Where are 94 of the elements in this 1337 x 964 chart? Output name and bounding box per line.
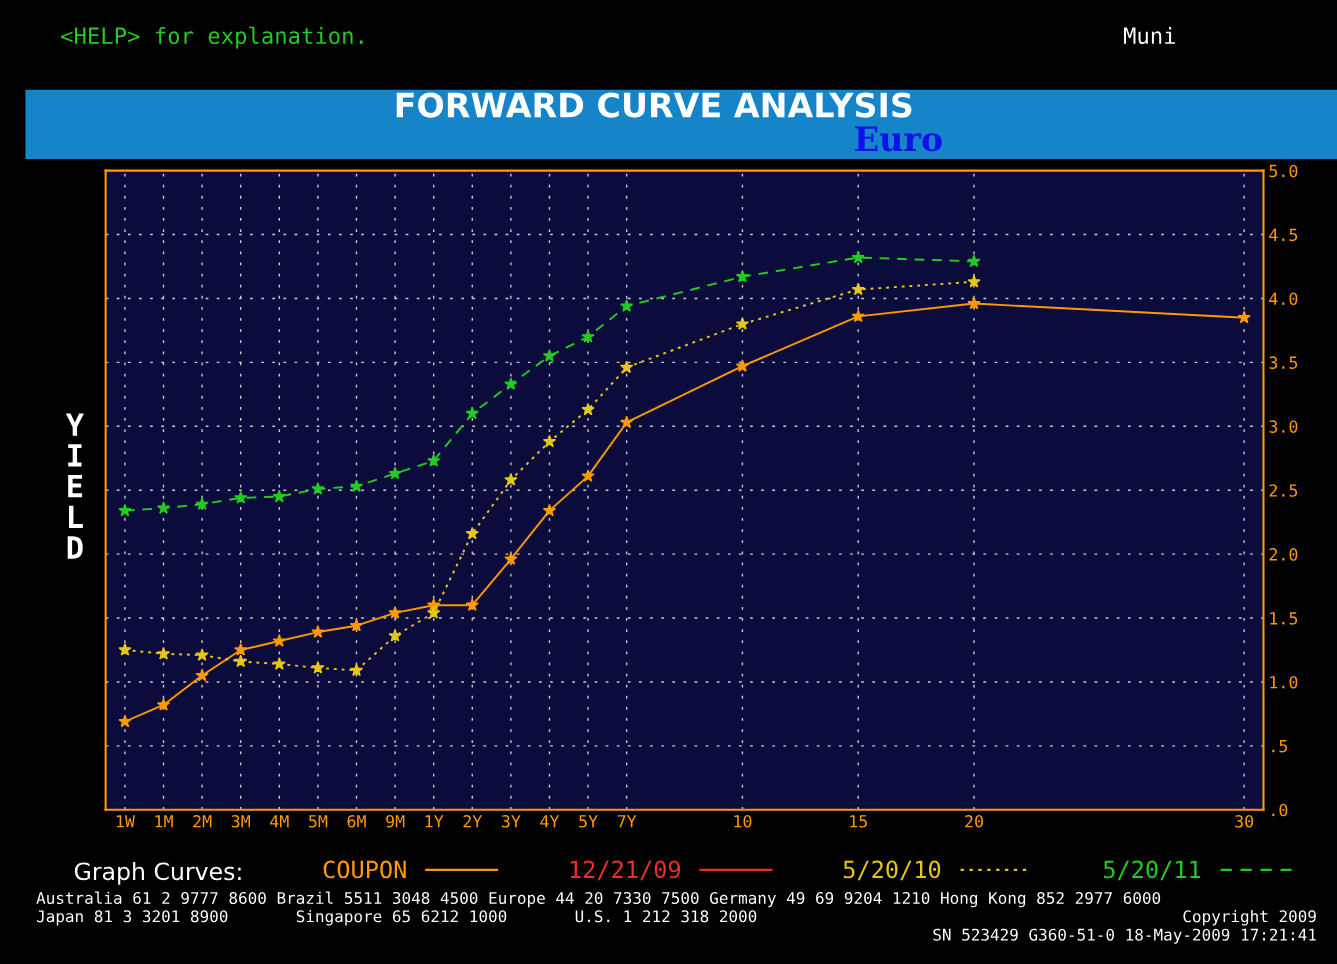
text: SN 523429 G360-51-0 18-May-2009 17:21:41 <box>933 928 1316 944</box>
point <box>195 497 209 511</box>
point <box>388 628 402 642</box>
y-tick-label: 3.0 <box>1269 420 1298 433</box>
x-tick-label: 1W <box>116 815 135 828</box>
point <box>156 501 171 514</box>
point <box>388 605 402 619</box>
point <box>851 309 865 323</box>
x-tick-label: 10 <box>734 815 752 828</box>
point <box>272 657 286 670</box>
point <box>388 466 402 480</box>
point <box>349 618 364 632</box>
x-tick-label: 15 <box>850 815 867 828</box>
point <box>311 481 325 495</box>
point <box>542 434 557 448</box>
y-tick-label: 4.0 <box>1269 292 1298 306</box>
y-tick-label: 2.0 <box>1269 548 1298 561</box>
legend-label: 12/21/09 <box>570 860 681 881</box>
point <box>234 490 248 504</box>
point <box>349 479 364 493</box>
point <box>311 625 325 638</box>
point <box>118 714 132 728</box>
y-tick-label: 1.5 <box>1270 612 1298 625</box>
y-tick-label: 3.5 <box>1269 356 1298 369</box>
point <box>427 605 441 619</box>
point <box>851 282 865 296</box>
chart-title: FORWARD CURVE ANALYSIS <box>396 92 912 118</box>
text: Muni <box>1123 26 1176 45</box>
x-tick-label: 3M <box>231 815 251 828</box>
text: <HELP> for explanation. <box>61 26 363 49</box>
legend-label: COUPON <box>323 860 406 879</box>
point <box>504 552 518 565</box>
point <box>156 646 171 660</box>
x-tick-label: 1Y <box>425 815 444 828</box>
y-axis-title: YIELD <box>65 413 84 559</box>
y-tick-label: .0 <box>1272 803 1288 817</box>
point <box>234 654 248 668</box>
x-tick-label: 3Y <box>501 815 521 828</box>
legend-title: Graph Curves: <box>74 861 241 885</box>
x-tick-label: 7Y <box>617 815 637 828</box>
x-tick-label: 9M <box>386 815 405 828</box>
y-tick-label: 5.0 <box>1269 164 1298 178</box>
point <box>967 296 981 310</box>
point <box>465 406 479 420</box>
y-tick-label: 4.5 <box>1269 228 1298 242</box>
x-tick-label: 1M <box>155 815 173 828</box>
point <box>581 469 595 482</box>
point <box>620 415 634 429</box>
x-tick-label: 4Y <box>540 815 560 828</box>
x-tick-label: 5Y <box>579 815 598 828</box>
point <box>735 269 750 283</box>
chart-subtitle: Euro <box>855 126 942 152</box>
point <box>851 250 865 264</box>
point <box>542 503 557 517</box>
point <box>311 660 325 674</box>
x-tick-label: 2M <box>193 815 212 828</box>
text: Copyright 2009 <box>1183 909 1316 926</box>
x-tick-label: 6M <box>347 815 366 828</box>
y-tick-label: 1.0 <box>1270 675 1298 689</box>
point <box>272 634 286 647</box>
x-tick-label: 20 <box>965 815 983 828</box>
point <box>620 299 634 312</box>
point <box>542 349 557 362</box>
text: Australia 61 2 9777 8600 Brazil 5511 3048 4500 Europe 44 20 7330 7500 Germany 49 69 9204 1210 Hong Kong 852 2977 6000 <box>36 891 1161 908</box>
x-tick-label: 2Y <box>463 815 483 828</box>
point <box>504 377 518 390</box>
point <box>156 697 171 711</box>
point <box>620 360 634 374</box>
point <box>581 402 595 416</box>
point <box>272 489 286 503</box>
x-tick-label: 4M <box>270 815 289 828</box>
point <box>465 526 479 540</box>
legend-label: 5/20/11 <box>1103 860 1201 881</box>
point <box>1237 310 1251 324</box>
point <box>504 473 518 486</box>
point <box>465 598 479 611</box>
point <box>967 254 981 268</box>
text: Japan 81 3 3201 8900 Singapore 65 6212 1000 U.S. 1 212 318 2000 <box>36 909 757 926</box>
point <box>118 643 132 656</box>
point <box>234 643 248 656</box>
point <box>118 503 132 517</box>
y-tick-label: 2.5 <box>1269 484 1298 497</box>
point <box>195 668 209 682</box>
legend-label: 5/20/10 <box>843 860 941 881</box>
x-tick-label: 5M <box>309 815 328 828</box>
point <box>735 317 750 330</box>
point <box>195 648 209 661</box>
point <box>967 274 981 288</box>
point <box>735 359 750 372</box>
point <box>349 663 364 677</box>
point <box>427 453 441 467</box>
x-tick-label: 30 <box>1235 815 1254 828</box>
point <box>581 329 595 343</box>
y-tick-label: .5 <box>1272 740 1288 753</box>
